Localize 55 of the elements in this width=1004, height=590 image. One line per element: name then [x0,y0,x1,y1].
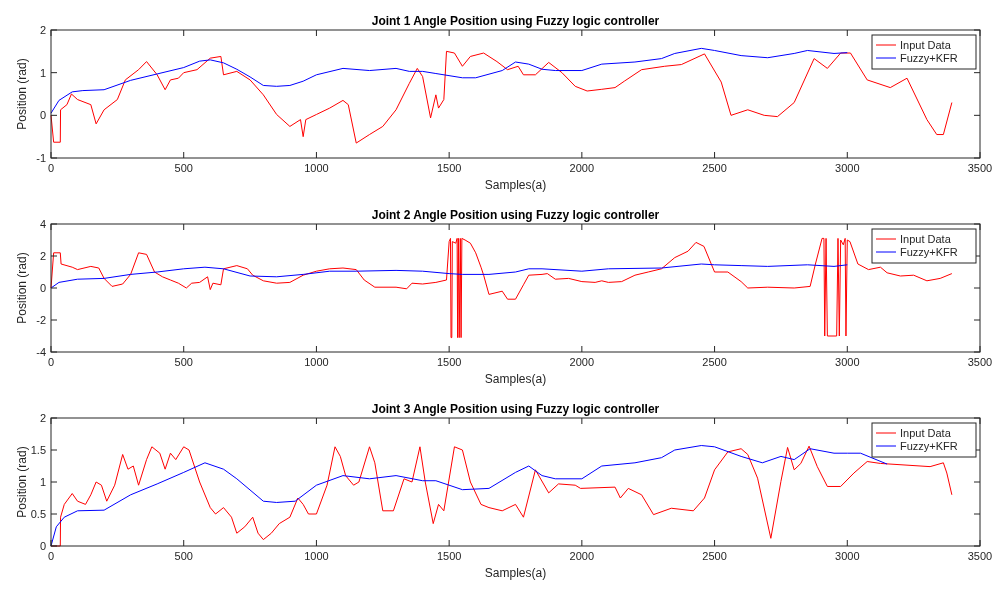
x-tick-label: 500 [174,550,193,562]
x-tick-label: 3500 [967,356,993,368]
legend-label: Input Data [900,427,952,439]
y-tick-label: 0.5 [30,508,46,520]
x-tick-label: 1500 [436,162,462,174]
y-tick-label: 2 [39,24,46,36]
y-tick-label: 1 [39,66,46,79]
chart-title: Joint 3 Angle Position using Fuzzy logic controller [371,402,660,416]
x-axis-title: Samples(a) [484,372,547,386]
x-tick-label: 0 [47,550,55,562]
legend-label: Fuzzy+KFR [900,246,958,258]
y-axis-title: Position (rad) [15,446,29,518]
x-tick-label: 1500 [436,550,462,562]
x-axis-title: Samples(a) [484,566,547,580]
y-tick-label: 0 [39,282,46,294]
line-series [50,47,848,114]
line-series [50,263,848,289]
legend-label: Input Data [900,39,952,51]
chart-title: Joint 1 Angle Position using Fuzzy logic controller [371,14,660,28]
x-tick-label: 0 [47,162,55,174]
x-tick-label: 500 [174,162,193,174]
y-axis-title: Position (rad) [15,252,29,324]
y-tick-label: 1 [39,476,46,488]
y-tick-label: 2 [39,412,46,424]
x-tick-label: 3000 [835,356,860,368]
y-tick-label: 2 [39,250,46,262]
y-tick-label: 0 [39,540,46,552]
x-tick-label: 2000 [569,356,595,368]
y-tick-label: 1.5 [30,444,46,456]
x-tick-label: 3500 [967,550,993,562]
x-tick-label: 2000 [569,550,595,562]
legend-label: Input Data [900,233,952,245]
x-tick-label: 2500 [702,162,727,174]
legend-label: Fuzzy+KFR [900,440,958,452]
x-tick-label: 1500 [436,356,462,368]
y-tick-label: -1 [36,152,46,164]
y-tick-label: 4 [39,218,46,230]
x-tick-label: 1000 [304,162,329,174]
x-tick-label: 3500 [967,162,993,174]
chart-title: Joint 2 Angle Position using Fuzzy logic controller [371,208,660,222]
x-tick-label: 2000 [569,162,595,174]
x-tick-label: 2500 [702,356,727,368]
y-tick-label: 0 [39,109,46,122]
y-tick-label: -4 [36,346,46,358]
y-tick-label: -2 [36,314,46,326]
x-tick-label: 2500 [702,550,727,562]
legend-label: Fuzzy+KFR [900,52,958,64]
x-tick-label: 0 [47,356,55,368]
x-tick-label: 1000 [304,550,329,562]
x-tick-label: 3000 [835,162,860,174]
x-axis-title: Samples(a) [484,178,547,192]
x-tick-label: 3000 [835,550,860,562]
y-axis-title: Position (rad) [15,58,29,130]
x-tick-label: 1000 [304,356,329,368]
x-tick-label: 500 [174,356,193,368]
